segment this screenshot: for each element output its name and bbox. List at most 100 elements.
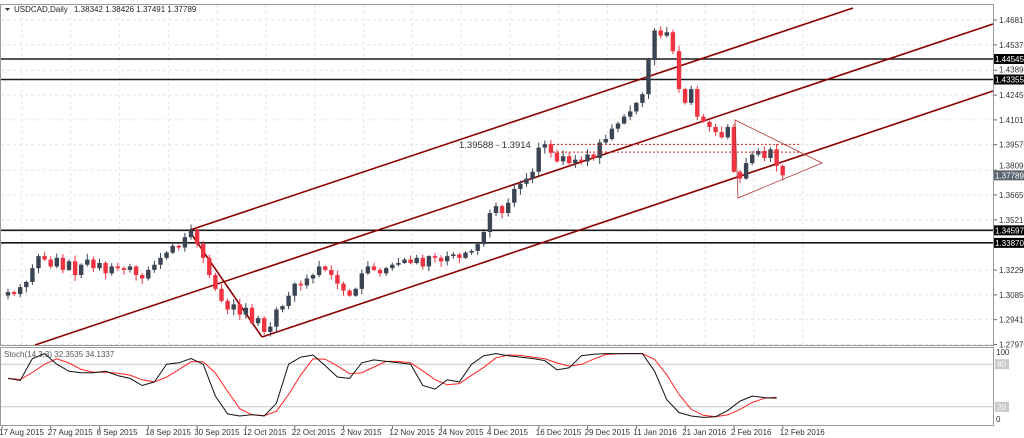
candle[interactable] [286,291,291,310]
candle[interactable] [652,28,657,66]
candle[interactable] [768,147,773,163]
candle[interactable] [213,272,218,291]
candle[interactable] [11,290,17,297]
candle[interactable] [420,254,425,270]
candle[interactable] [719,126,724,139]
candle[interactable] [676,45,682,93]
candle[interactable] [323,265,328,272]
candle[interactable] [469,249,474,256]
candle[interactable] [603,134,608,145]
candle[interactable] [255,315,261,326]
candle[interactable] [621,114,627,125]
candle[interactable] [66,259,72,272]
candle[interactable] [18,283,23,298]
candle[interactable] [335,270,340,290]
candle[interactable] [573,154,578,169]
candle[interactable] [506,198,511,217]
candle[interactable] [79,263,84,279]
candle[interactable] [432,252,438,263]
candle[interactable] [780,164,785,181]
candle[interactable] [365,261,371,275]
candle[interactable] [670,29,676,55]
candle[interactable] [140,272,145,284]
candle[interactable] [463,251,468,260]
candle[interactable] [451,252,456,259]
candle[interactable] [103,261,108,280]
candle[interactable] [121,266,127,275]
candle[interactable] [292,282,297,302]
candle[interactable] [60,254,66,274]
candle[interactable] [591,153,596,161]
candle[interactable] [36,253,41,274]
candle[interactable] [390,262,395,271]
candle[interactable] [628,105,633,121]
candle[interactable] [377,267,383,277]
channel-line[interactable] [261,90,994,338]
candle[interactable] [127,263,133,273]
candle[interactable] [426,255,432,272]
candle[interactable] [97,258,102,271]
candle[interactable] [268,322,273,337]
candle[interactable] [371,263,377,272]
candle[interactable] [91,256,96,272]
candle[interactable] [548,140,554,158]
candle[interactable] [249,304,255,325]
candle[interactable] [774,143,779,172]
candle[interactable] [85,253,90,267]
candle[interactable] [567,151,572,167]
candle[interactable] [731,124,737,173]
candle[interactable] [609,124,615,141]
candle[interactable] [341,281,346,296]
candle[interactable] [725,123,730,140]
candle[interactable] [695,86,700,121]
candle[interactable] [402,257,407,264]
candle[interactable] [201,240,206,264]
candle[interactable] [634,101,639,115]
candle[interactable] [713,123,718,136]
candle[interactable] [750,150,755,166]
candle[interactable] [170,242,175,254]
candle[interactable] [585,149,590,166]
candle[interactable] [24,280,29,293]
candle[interactable] [518,180,523,195]
candle[interactable] [536,142,541,178]
candle[interactable] [347,288,352,297]
candle[interactable] [658,26,663,39]
candle[interactable] [493,202,499,217]
candle[interactable] [487,209,493,238]
candle[interactable] [72,255,78,281]
candle[interactable] [310,273,316,284]
candle[interactable] [188,224,194,240]
candle[interactable] [164,251,169,260]
candle[interactable] [316,260,322,278]
candle[interactable] [475,243,480,255]
candle[interactable] [207,254,212,279]
candle[interactable] [109,263,114,276]
candle[interactable] [115,262,120,271]
candle[interactable] [194,227,200,248]
candle[interactable] [579,156,584,165]
candle[interactable] [542,140,547,154]
candle[interactable] [408,255,413,265]
candle[interactable] [304,274,310,289]
candle[interactable] [384,266,389,277]
candle[interactable] [689,85,694,105]
candle[interactable] [329,265,334,280]
triangle-down-icon[interactable] [5,8,10,11]
candle[interactable] [30,264,35,285]
candle[interactable] [457,253,462,264]
candle[interactable] [5,288,11,300]
candle[interactable] [615,121,621,133]
candle[interactable] [54,253,59,269]
candle[interactable] [737,170,743,184]
candle[interactable] [158,253,163,269]
channel-line[interactable] [189,7,854,231]
candle[interactable] [743,157,749,180]
candle[interactable] [530,168,535,184]
candle[interactable] [762,146,767,162]
candle[interactable] [664,27,669,38]
candle[interactable] [243,303,249,319]
candle[interactable] [414,254,419,265]
candle[interactable] [133,265,139,281]
